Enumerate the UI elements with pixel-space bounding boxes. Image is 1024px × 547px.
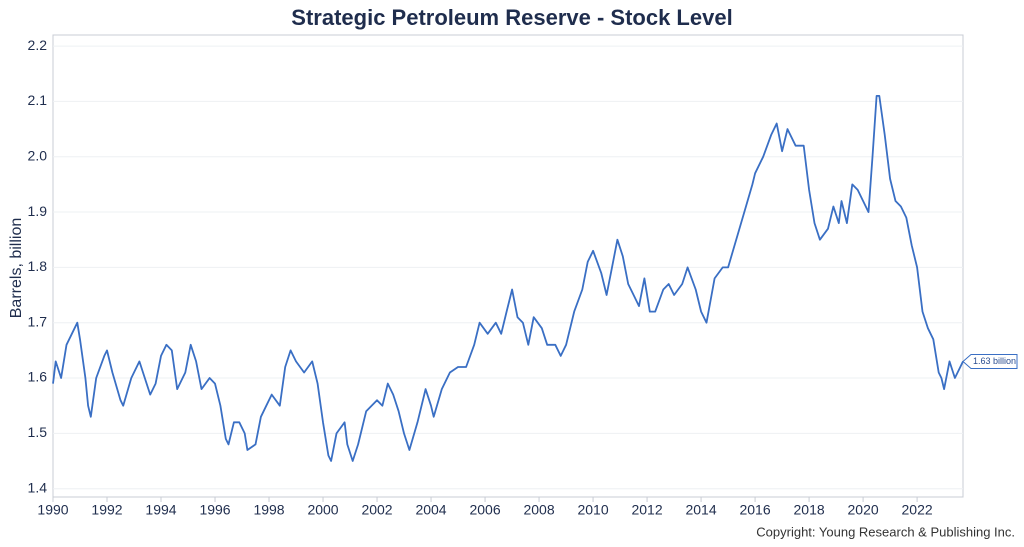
x-tick-label: 1998: [253, 502, 284, 518]
copyright: Copyright: Young Research & Publishing I…: [756, 524, 1015, 539]
x-tick-label: 2016: [739, 502, 770, 518]
chart-title: Strategic Petroleum Reserve - Stock Leve…: [291, 5, 732, 30]
y-tick-label: 1.5: [28, 424, 48, 440]
x-tick-label: 2008: [523, 502, 554, 518]
x-tick-label: 2020: [848, 502, 879, 518]
y-tick-label: 1.6: [28, 369, 48, 385]
x-tick-label: 1992: [91, 502, 122, 518]
x-tick-label: 1994: [145, 502, 176, 518]
y-tick-label: 1.4: [28, 479, 48, 495]
annotation-label: 1.63 billion: [973, 356, 1016, 366]
x-tick-label: 1990: [37, 502, 68, 518]
plot-frame: [52, 34, 964, 498]
y-tick-label: 2.1: [28, 92, 48, 108]
y-tick-label: 1.9: [28, 203, 48, 219]
annotation-box: [962, 353, 1018, 369]
x-tick-label: 2002: [361, 502, 392, 518]
x-tick-label: 2018: [794, 502, 825, 518]
x-tick-label: 1996: [199, 502, 230, 518]
x-tick-label: 2014: [685, 502, 716, 518]
y-tick-label: 2.0: [28, 147, 48, 163]
x-tick-label: 2006: [469, 502, 500, 518]
x-tick-label: 2010: [577, 502, 608, 518]
data-line: [52, 95, 964, 462]
y-tick-label: 2.2: [28, 37, 48, 53]
y-tick-label: 1.8: [28, 258, 48, 274]
x-tick-label: 2004: [415, 502, 446, 518]
x-tick-label: 2000: [307, 502, 338, 518]
y-axis-label: Barrels, billion: [8, 218, 25, 318]
y-tick-label: 1.7: [28, 313, 48, 329]
x-tick-label: 2012: [631, 502, 662, 518]
x-tick-label: 2022: [902, 502, 933, 518]
